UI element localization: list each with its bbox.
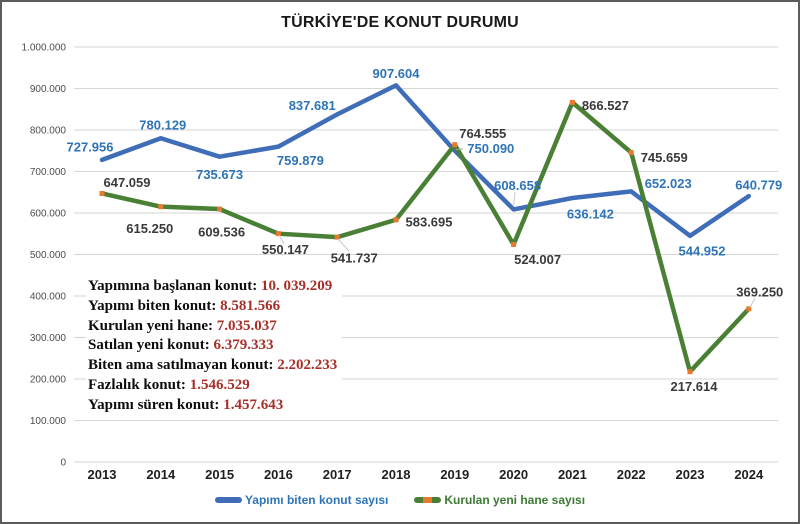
data-label-series-1: 541.737 bbox=[331, 251, 378, 266]
data-point-marker bbox=[628, 150, 634, 156]
label-leader-line bbox=[749, 297, 756, 308]
stat-value: 8.581.566 bbox=[220, 297, 281, 314]
stat-line: Kurulan yeni hane: 7.035.037 bbox=[88, 317, 337, 337]
chart-title: TÜRKİYE'DE KONUT DURUMU bbox=[281, 14, 519, 31]
y-tick-label: 100.000 bbox=[30, 416, 67, 427]
series-line-0 bbox=[99, 83, 752, 239]
stat-line: Yapımına başlanan konut: 10. 039.209 bbox=[88, 277, 337, 297]
chart-legend: Yapımı biten konut sayısı Kurulan yeni h… bbox=[2, 493, 798, 507]
data-label-series-1: 369.250 bbox=[736, 284, 783, 299]
label-leader-line bbox=[278, 234, 285, 245]
data-point-marker bbox=[334, 234, 340, 240]
data-label-series-0: 608.658 bbox=[494, 178, 541, 193]
stat-value: 7.035.037 bbox=[216, 317, 277, 334]
x-tick-label: 2022 bbox=[617, 467, 646, 482]
data-point-marker bbox=[393, 217, 399, 223]
orange-marker-icon bbox=[423, 497, 433, 503]
data-point-marker bbox=[99, 190, 105, 196]
data-point-marker bbox=[217, 206, 223, 212]
stat-value: 1.546.529 bbox=[189, 376, 250, 393]
stat-label: Fazlalık konut: bbox=[88, 376, 190, 393]
data-point-marker bbox=[452, 142, 458, 148]
data-label-series-0: 759.879 bbox=[277, 153, 324, 168]
x-tick-label: 2019 bbox=[440, 467, 469, 482]
stat-value: 6.379.333 bbox=[213, 337, 274, 354]
x-tick-label: 2015 bbox=[205, 467, 234, 482]
y-tick-label: 200.000 bbox=[30, 375, 67, 386]
green-line-swatch-icon bbox=[414, 497, 442, 503]
stats-annotation-box: Yapımına başlanan konut: 10. 039.209 Yapı… bbox=[86, 276, 343, 418]
stat-value: 1.457.643 bbox=[223, 396, 284, 413]
data-label-series-1: 609.536 bbox=[198, 225, 245, 240]
data-label-series-1: 583.695 bbox=[406, 214, 453, 229]
label-leader-line bbox=[513, 191, 516, 206]
stat-label: Yapımına başlanan konut: bbox=[88, 278, 261, 294]
stat-line: Yapımı biten konut: 8.581.566 bbox=[88, 297, 337, 317]
data-label-series-1: 764.555 bbox=[459, 126, 506, 141]
stat-line: Yapımı süren konut: 1.457.643 bbox=[88, 396, 337, 416]
series-line-1 bbox=[99, 100, 752, 374]
data-point-marker bbox=[158, 204, 164, 210]
x-tick-label: 2014 bbox=[146, 467, 176, 482]
data-label-series-0: 727.956 bbox=[67, 139, 114, 154]
y-tick-label: 300.000 bbox=[30, 333, 67, 344]
y-tick-label: 500.000 bbox=[30, 250, 67, 261]
y-tick-label: 800.000 bbox=[30, 126, 67, 137]
x-tick-label: 2020 bbox=[499, 467, 528, 482]
x-tick-label: 2018 bbox=[382, 467, 411, 482]
label-leader-line bbox=[337, 238, 350, 252]
blue-line-swatch-icon bbox=[214, 497, 242, 503]
stat-label: Satılan yeni konut: bbox=[88, 337, 214, 354]
data-label-series-1: 745.659 bbox=[641, 150, 688, 165]
legend-item-new-households: Kurulan yeni hane sayısı bbox=[414, 493, 585, 507]
data-label-series-1: 647.059 bbox=[104, 175, 151, 190]
y-tick-label: 1.000.000 bbox=[22, 43, 67, 54]
y-tick-label: 0 bbox=[60, 458, 66, 469]
data-point-marker bbox=[275, 231, 281, 237]
stat-label: Kurulan yeni hane: bbox=[88, 317, 217, 334]
data-label-series-0: 636.142 bbox=[567, 207, 614, 222]
stat-value: 2.202.233 bbox=[277, 357, 338, 374]
data-label-series-0: 640.779 bbox=[735, 178, 782, 193]
data-label-series-0: 837.681 bbox=[289, 98, 336, 113]
data-point-marker bbox=[569, 99, 575, 105]
stat-label: Biten ama satılmayan konut: bbox=[88, 357, 278, 374]
data-label-series-1: 524.007 bbox=[514, 252, 561, 267]
legend-label-completed-housing: Yapımı biten konut sayısı bbox=[244, 493, 389, 507]
x-tick-label: 2016 bbox=[264, 467, 293, 482]
stat-line: Fazlalık konut: 1.546.529 bbox=[88, 376, 337, 396]
stat-line: Biten ama satılmayan konut: 2.202.233 bbox=[88, 356, 337, 376]
legend-item-completed-housing: Yapımı biten konut sayısı bbox=[214, 493, 389, 507]
x-tick-label: 2021 bbox=[558, 467, 587, 482]
data-label-series-0: 750.090 bbox=[467, 141, 514, 156]
legend-label-new-households: Kurulan yeni hane sayısı bbox=[444, 493, 586, 507]
stat-label: Yapımı biten konut: bbox=[88, 297, 221, 314]
stat-line: Satılan yeni konut: 6.379.333 bbox=[88, 336, 337, 356]
data-label-series-1: 615.250 bbox=[126, 221, 173, 236]
x-tick-label: 2024 bbox=[734, 467, 764, 482]
x-tick-label: 2023 bbox=[676, 467, 705, 482]
data-label-series-0: 544.952 bbox=[679, 243, 726, 258]
data-label-series-0: 907.604 bbox=[373, 66, 421, 81]
data-point-marker bbox=[746, 306, 752, 312]
y-tick-label: 900.000 bbox=[30, 84, 67, 95]
data-point-marker bbox=[687, 369, 693, 375]
data-label-series-1: 866.527 bbox=[582, 98, 629, 113]
y-tick-label: 400.000 bbox=[30, 292, 67, 303]
y-tick-label: 600.000 bbox=[30, 209, 67, 220]
data-label-series-0: 780.129 bbox=[139, 118, 186, 133]
x-tick-label: 2013 bbox=[88, 467, 117, 482]
data-label-series-0: 735.673 bbox=[196, 167, 243, 182]
y-tick-label: 700.000 bbox=[30, 167, 67, 178]
data-label-series-1: 217.614 bbox=[671, 379, 719, 394]
data-label-series-0: 652.023 bbox=[645, 176, 692, 191]
x-tick-label: 2017 bbox=[323, 467, 352, 482]
stat-value: 10. 039.209 bbox=[260, 278, 333, 294]
label-leader-line bbox=[455, 148, 464, 150]
data-point-marker bbox=[511, 242, 517, 248]
data-label-series-1: 550.147 bbox=[262, 242, 309, 257]
stat-label: Yapımı süren konut: bbox=[88, 396, 224, 413]
